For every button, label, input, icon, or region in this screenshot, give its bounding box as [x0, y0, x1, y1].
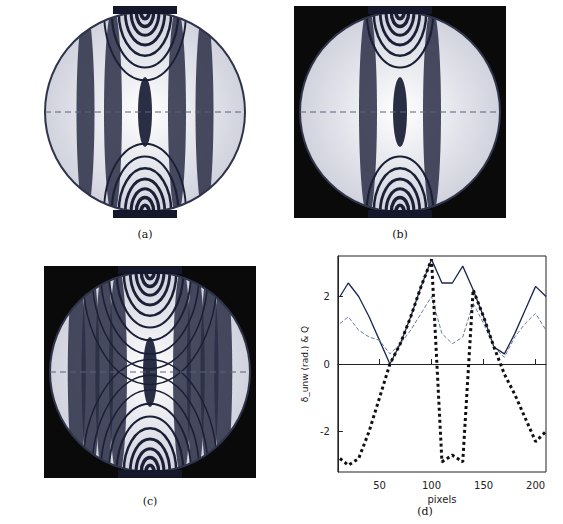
svg-text:(b): (b)	[392, 228, 408, 241]
svg-text:50: 50	[373, 480, 386, 491]
svg-text:200: 200	[526, 480, 545, 491]
svg-text:pixels: pixels	[427, 494, 456, 505]
svg-text:δ_unw (rad.) & Q: δ_unw (rad.) & Q	[300, 326, 310, 402]
svg-text:(d): (d)	[417, 505, 433, 518]
svg-text:(a): (a)	[137, 228, 152, 241]
svg-text:150: 150	[474, 480, 493, 491]
svg-text:0: 0	[323, 359, 329, 370]
svg-text:2: 2	[323, 291, 329, 302]
svg-text:(c): (c)	[143, 495, 158, 508]
svg-text:100: 100	[422, 480, 441, 491]
svg-text:-2: -2	[320, 426, 330, 437]
